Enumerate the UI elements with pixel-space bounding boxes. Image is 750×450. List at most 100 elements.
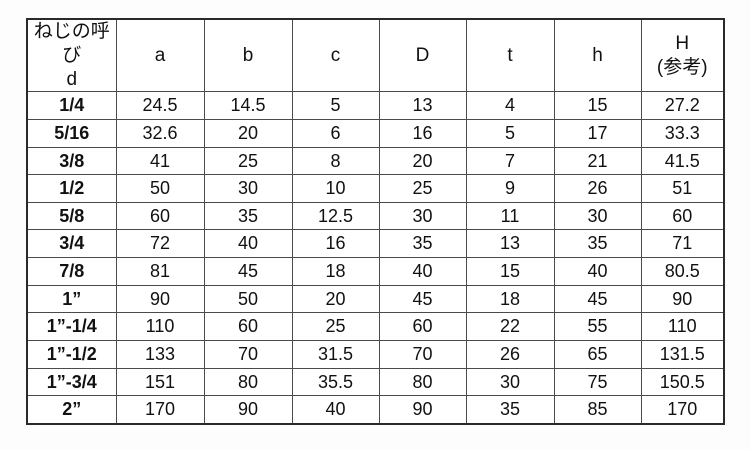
table-row: 1”-1/2 133 70 31.5 70 26 65 131.5: [26, 339, 725, 369]
value-cell: 72: [115, 229, 205, 258]
table-row: 1/2 50 30 10 25 9 26 51: [26, 174, 725, 203]
value-cell: 45: [378, 284, 467, 314]
value-cell: 25: [378, 174, 467, 203]
table-row: 5/8 60 35 12.5 30 11 30 60: [26, 201, 725, 231]
value-cell: 150.5: [640, 367, 725, 397]
value-cell: 27.2: [640, 91, 725, 120]
table-row: 7/8 81 45 18 40 15 40 80.5: [26, 257, 725, 286]
value-cell: 32.6: [115, 118, 205, 148]
value-cell: 25: [203, 146, 293, 176]
value-cell: 170: [115, 395, 205, 425]
value-cell: 45: [203, 257, 293, 286]
thread-size-cell: 1/2: [26, 174, 117, 203]
value-cell: 18: [465, 284, 555, 314]
value-cell: 51: [640, 174, 725, 203]
value-cell: 55: [553, 312, 642, 341]
value-cell: 41.5: [640, 146, 725, 176]
value-cell: 90: [115, 284, 205, 314]
value-cell: 13: [378, 91, 467, 120]
value-cell: 30: [553, 201, 642, 231]
value-cell: 5: [465, 118, 555, 148]
thread-size-cell: 3/8: [26, 146, 117, 176]
value-cell: 13: [465, 229, 555, 258]
value-cell: 90: [378, 395, 467, 425]
value-cell: 90: [203, 395, 293, 425]
value-cell: 30: [378, 201, 467, 231]
value-cell: 35.5: [291, 367, 380, 397]
header-H-note: (参考): [656, 56, 708, 78]
header-thread-size-label: ねじの呼び: [33, 21, 110, 66]
value-cell: 11: [465, 201, 555, 231]
value-cell: 31.5: [291, 339, 380, 369]
value-cell: 35: [465, 395, 555, 425]
value-cell: 22: [465, 312, 555, 341]
value-cell: 21: [553, 146, 642, 176]
value-cell: 40: [553, 257, 642, 286]
value-cell: 85: [553, 395, 642, 425]
value-cell: 14.5: [203, 91, 293, 120]
header-thread-size-symbol: d: [66, 68, 78, 90]
value-cell: 45: [553, 284, 642, 314]
value-cell: 60: [640, 201, 725, 231]
value-cell: 60: [203, 312, 293, 341]
value-cell: 33.3: [640, 118, 725, 148]
value-cell: 81: [115, 257, 205, 286]
value-cell: 41: [115, 146, 205, 176]
value-cell: 151: [115, 367, 205, 397]
table-row: 1”-3/4 151 80 35.5 80 30 75 150.5: [26, 367, 725, 397]
value-cell: 9: [465, 174, 555, 203]
value-cell: 15: [465, 257, 555, 286]
value-cell: 40: [203, 229, 293, 258]
value-cell: 131.5: [640, 339, 725, 369]
value-cell: 26: [465, 339, 555, 369]
value-cell: 18: [291, 257, 380, 286]
header-H-reference: H (参考): [640, 18, 725, 93]
table-row: 2” 170 90 40 90 35 85 170: [26, 395, 725, 425]
value-cell: 60: [115, 201, 205, 231]
value-cell: 71: [640, 229, 725, 258]
header-thread-size: ねじの呼び d: [26, 18, 117, 93]
spec-table: ねじの呼び d a b c D t h H (参考) 1/4 24.5 14.5 5 1…: [26, 18, 725, 425]
value-cell: 65: [553, 339, 642, 369]
value-cell: 17: [553, 118, 642, 148]
table-row: 1” 90 50 20 45 18 45 90: [26, 284, 725, 314]
thread-size-cell: 1”: [26, 284, 117, 314]
value-cell: 12.5: [291, 201, 380, 231]
value-cell: 30: [465, 367, 555, 397]
value-cell: 110: [115, 312, 205, 341]
value-cell: 8: [291, 146, 380, 176]
value-cell: 35: [203, 201, 293, 231]
value-cell: 40: [378, 257, 467, 286]
value-cell: 50: [203, 284, 293, 314]
table-row: 1”-1/4 110 60 25 60 22 55 110: [26, 312, 725, 341]
value-cell: 25: [291, 312, 380, 341]
value-cell: 90: [640, 284, 725, 314]
header-H-symbol: H: [675, 32, 690, 54]
thread-size-cell: 1/4: [26, 91, 117, 120]
value-cell: 50: [115, 174, 205, 203]
value-cell: 75: [553, 367, 642, 397]
value-cell: 35: [553, 229, 642, 258]
value-cell: 20: [291, 284, 380, 314]
value-cell: 5: [291, 91, 380, 120]
value-cell: 26: [553, 174, 642, 203]
value-cell: 6: [291, 118, 380, 148]
value-cell: 70: [378, 339, 467, 369]
thread-size-cell: 1”-1/4: [26, 312, 117, 341]
value-cell: 7: [465, 146, 555, 176]
header-h: h: [553, 18, 642, 93]
value-cell: 70: [203, 339, 293, 369]
header-D: D: [378, 18, 467, 93]
header-row: ねじの呼び d a b c D t h H (参考): [26, 18, 725, 93]
value-cell: 35: [378, 229, 467, 258]
value-cell: 10: [291, 174, 380, 203]
thread-size-cell: 1”-1/2: [26, 339, 117, 369]
value-cell: 80: [203, 367, 293, 397]
table-row: 3/4 72 40 16 35 13 35 71: [26, 229, 725, 258]
value-cell: 80.5: [640, 257, 725, 286]
value-cell: 24.5: [115, 91, 205, 120]
value-cell: 110: [640, 312, 725, 341]
table-row: 5/16 32.6 20 6 16 5 17 33.3: [26, 118, 725, 148]
value-cell: 30: [203, 174, 293, 203]
value-cell: 170: [640, 395, 725, 425]
